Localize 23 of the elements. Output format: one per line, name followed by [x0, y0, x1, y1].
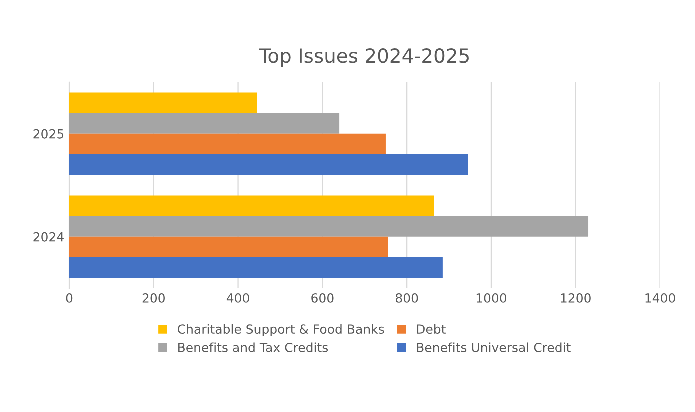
bar [70, 134, 386, 154]
legend-label: Debt [417, 324, 446, 334]
bar [70, 236, 388, 258]
bar [70, 113, 340, 134]
x-tick-label: 800 [396, 293, 418, 303]
x-tick-label: 1200 [561, 293, 591, 303]
bar [70, 92, 258, 114]
chart-title: Top Issues 2024-2025 [259, 48, 469, 67]
x-tick-label: 1000 [476, 293, 507, 303]
bar [70, 258, 443, 278]
y-tick-label: 2025 [34, 129, 64, 139]
x-tick-label: 0 [66, 293, 73, 303]
legend-label: Charitable Support & Food Banks [178, 324, 384, 336]
legend-label: Benefits and Tax Credits [178, 342, 328, 352]
bar [70, 154, 468, 176]
x-tick-label: 600 [312, 293, 334, 303]
x-tick-label: 1400 [646, 293, 676, 303]
bar [70, 216, 589, 237]
y-tick-label: 2024 [34, 232, 64, 242]
bar [70, 196, 434, 216]
legend-label: Benefits Universal Credit [417, 342, 571, 352]
x-tick-label: 200 [142, 293, 165, 303]
x-tick-label: 400 [226, 293, 250, 303]
